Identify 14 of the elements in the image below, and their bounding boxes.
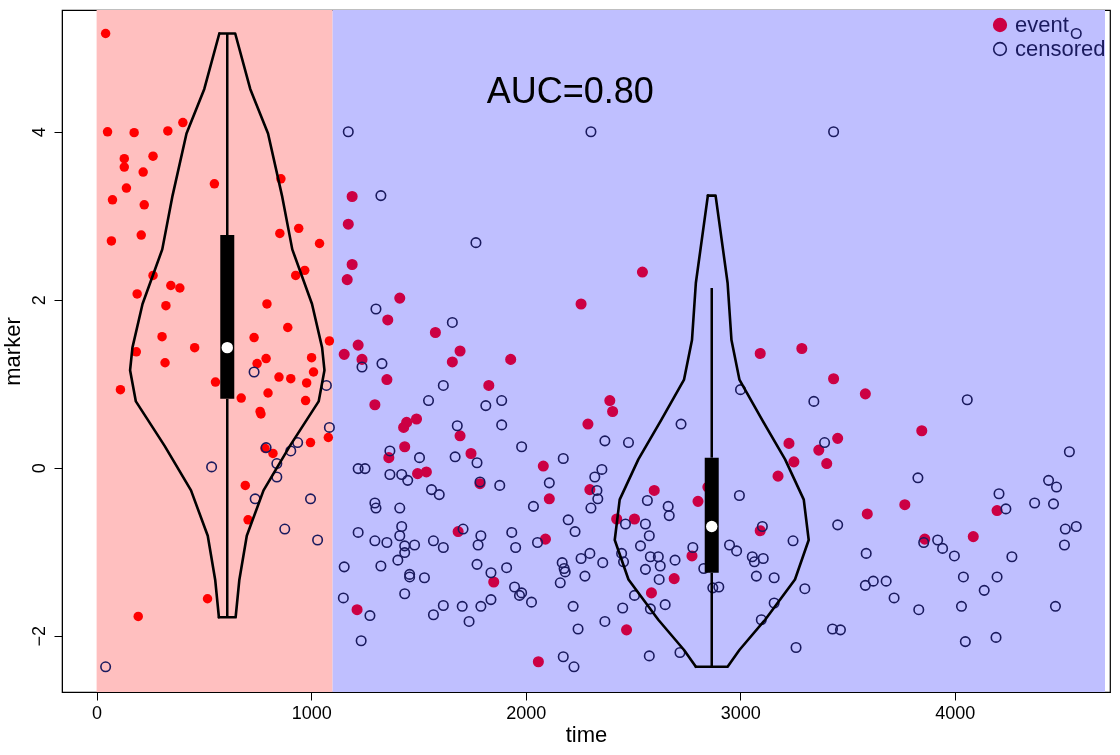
x-tick-label: 4000 xyxy=(935,702,976,723)
x-axis-title: time xyxy=(565,721,608,747)
x-tick-label: 0 xyxy=(92,702,103,723)
y-tick-label: −2 xyxy=(28,625,49,647)
y-tick-label: 0 xyxy=(28,463,49,474)
x-tick-label: 2000 xyxy=(506,702,547,723)
x-tick-label: 1000 xyxy=(291,702,332,723)
y-tick-label: 4 xyxy=(28,127,49,138)
y-axis-title: marker xyxy=(0,317,25,386)
legend-label: event xyxy=(1015,12,1069,37)
x-tick-label: 3000 xyxy=(720,702,761,723)
annotation: AUC=0.80 xyxy=(486,70,654,111)
y-tick-label: 2 xyxy=(28,295,49,306)
legend-label: censored xyxy=(1015,36,1106,61)
